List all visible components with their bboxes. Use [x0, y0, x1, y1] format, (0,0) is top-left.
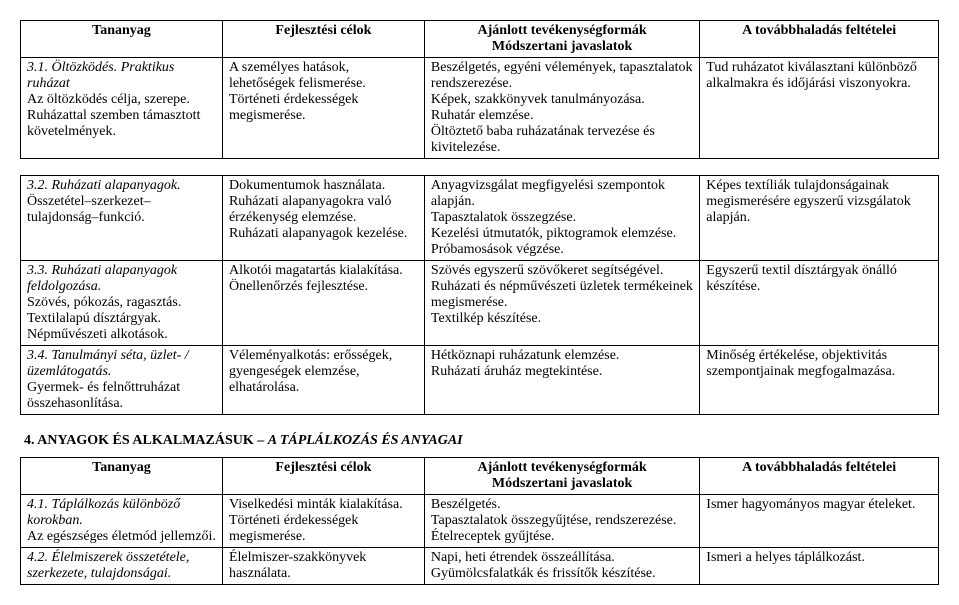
header-line-b: Módszertani javaslatok [492, 39, 632, 54]
cell-celok: Élelmiszer-szakkönyvek használata. [222, 548, 424, 585]
header-tovabbhaladas: A továbbhaladás feltételei [700, 21, 939, 58]
cell-line: Önellenőrzés fejlesztése. [229, 279, 368, 294]
header-tovabbhaladas: A továbbhaladás feltételei [700, 458, 939, 495]
cell-tovabbhaladas: Minőség értékelése, objektivitás szempon… [700, 346, 939, 415]
cell-line: Tud ruházatot kiválasztani különböző alk… [706, 60, 917, 91]
topic-title: 4.2. Élelmiszerek összetétele, szerkezet… [27, 550, 189, 581]
cell-tevekenyseg: Beszélgetés. Tapasztalatok összegyűjtése… [424, 495, 699, 548]
cell-line: Ételreceptek gyűjtése. [431, 529, 555, 544]
section-number: 4. ANYAGOK ÉS ALKALMAZÁSUK – [24, 433, 268, 448]
cell-line: Minőség értékelése, objektivitás szempon… [706, 348, 895, 379]
cell-celok: A személyes hatások, lehetőségek felisme… [222, 58, 424, 159]
topic-line: Az egészséges életmód jellemzői. [27, 529, 216, 544]
header-line-b: Módszertani javaslatok [492, 476, 632, 491]
header-tevekenysegformak: Ajánlott tevékenységformák Módszertani j… [424, 21, 699, 58]
cell-line: Ruházati alapanyagokra való érzékenység … [229, 194, 391, 225]
cell-line: Tapasztalatok összegzése. [431, 210, 576, 225]
topic-line: Összetétel–szerkezet–tulajdonság–funkció… [27, 194, 151, 225]
header-line-a: Ajánlott tevékenységformák [478, 460, 647, 475]
curriculum-table-2: 3.2. Ruházati alapanyagok. Összetétel–sz… [20, 175, 939, 415]
table-row: 3.1. Öltözködés. Praktikus ruházat Az öl… [21, 58, 939, 159]
topic-line: Az öltözködés célja, szerepe. [27, 92, 190, 107]
cell-line: Képek, szakkönyvek tanulmányozása. [431, 92, 645, 107]
cell-line: Ruházati alapanyagok kezelése. [229, 226, 407, 241]
cell-tevekenyseg: Hétköznapi ruházatunk elemzése. Ruházati… [424, 346, 699, 415]
cell-tovabbhaladas: Ismer hagyományos magyar ételeket. [700, 495, 939, 548]
cell-tevekenyseg: Beszélgetés, egyéni vélemények, tapaszta… [424, 58, 699, 159]
cell-tovabbhaladas: Képes textíliák tulajdonságainak megisme… [700, 176, 939, 261]
topic-title: 3.3. Ruházati alapanyagok feldolgozása. [27, 263, 177, 294]
table-row: 3.4. Tanulmányi séta, üzlet- /üzemlátoga… [21, 346, 939, 415]
cell-tevekenyseg: Napi, heti étrendek összeállítása. Gyümö… [424, 548, 699, 585]
header-line-a: Ajánlott tevékenységformák [478, 23, 647, 38]
table-row: 3.2. Ruházati alapanyagok. Összetétel–sz… [21, 176, 939, 261]
cell-tananyag: 3.1. Öltözködés. Praktikus ruházat Az öl… [21, 58, 223, 159]
cell-celok: Alkotói magatartás kialakítása. Önellenő… [222, 261, 424, 346]
cell-line: Textilkép készítése. [431, 311, 541, 326]
cell-line: Ismer hagyományos magyar ételeket. [706, 497, 915, 512]
cell-line: Beszélgetés, egyéni vélemények, tapaszta… [431, 60, 693, 91]
cell-line: Szövés egyszerű szövőkeret segítségével. [431, 263, 663, 278]
cell-line: Élelmiszer-szakkönyvek használata. [229, 550, 366, 581]
header-tananyag: Tananyag [21, 21, 223, 58]
cell-line: Próbamosások végzése. [431, 242, 564, 257]
cell-line: Öltöztető baba ruházatának tervezése és … [431, 124, 655, 155]
table-header-row: Tananyag Fejlesztési célok Ajánlott tevé… [21, 458, 939, 495]
topic-line: Gyermek- és felnőttruházat összehasonlít… [27, 380, 180, 411]
curriculum-table-3: Tananyag Fejlesztési célok Ajánlott tevé… [20, 457, 939, 585]
section-heading: 4. ANYAGOK ÉS ALKALMAZÁSUK – A TÁPLÁLKOZ… [24, 433, 939, 449]
topic-title: 4.1. Táplálkozás különböző korokban. [27, 497, 180, 528]
cell-tananyag: 3.2. Ruházati alapanyagok. Összetétel–sz… [21, 176, 223, 261]
cell-tovabbhaladas: Tud ruházatot kiválasztani különböző alk… [700, 58, 939, 159]
cell-line: Hétköznapi ruházatunk elemzése. [431, 348, 620, 363]
table-row: 3.3. Ruházati alapanyagok feldolgozása. … [21, 261, 939, 346]
cell-line: Történeti érdekességek megismerése. [229, 513, 358, 544]
cell-tevekenyseg: Szövés egyszerű szövőkeret segítségével.… [424, 261, 699, 346]
topic-line: Textilalapú dísztárgyak. [27, 311, 161, 326]
header-tananyag: Tananyag [21, 458, 223, 495]
header-fejlesztesi-celok: Fejlesztési célok [222, 458, 424, 495]
cell-line: Ruhatár elemzése. [431, 108, 534, 123]
table-row: 4.2. Élelmiszerek összetétele, szerkezet… [21, 548, 939, 585]
cell-tananyag: 4.2. Élelmiszerek összetétele, szerkezet… [21, 548, 223, 585]
cell-line: Egyszerű textil dísztárgyak önálló készí… [706, 263, 897, 294]
cell-line: Viselkedési minták kialakítása. [229, 497, 403, 512]
cell-line: Beszélgetés. [431, 497, 501, 512]
cell-line: Anyagvizsgálat megfigyelési szempontok a… [431, 178, 665, 209]
cell-line: Ruházati és népművészeti üzletek terméke… [431, 279, 693, 310]
cell-line: Történeti érdekességek megismerése. [229, 92, 358, 123]
table-header-row: Tananyag Fejlesztési célok Ajánlott tevé… [21, 21, 939, 58]
cell-tovabbhaladas: Ismeri a helyes táplálkozást. [700, 548, 939, 585]
cell-line: Kezelési útmutatók, piktogramok elemzése… [431, 226, 676, 241]
cell-line: Napi, heti étrendek összeállítása. [431, 550, 615, 565]
cell-tananyag: 3.3. Ruházati alapanyagok feldolgozása. … [21, 261, 223, 346]
topic-title: 3.4. Tanulmányi séta, üzlet- /üzemlátoga… [27, 348, 189, 379]
cell-line: Gyümölcsfalatkák és frissítők készítése. [431, 566, 656, 581]
cell-line: Alkotói magatartás kialakítása. [229, 263, 403, 278]
topic-line: Szövés, pókozás, ragasztás. [27, 295, 181, 310]
cell-celok: Viselkedési minták kialakítása. Történet… [222, 495, 424, 548]
cell-line: Ismeri a helyes táplálkozást. [706, 550, 865, 565]
topic-line: Népművészeti alkotások. [27, 327, 168, 342]
curriculum-table-1: Tananyag Fejlesztési célok Ajánlott tevé… [20, 20, 939, 159]
cell-line: Tapasztalatok összegyűjtése, rendszerezé… [431, 513, 676, 528]
header-tevekenysegformak: Ajánlott tevékenységformák Módszertani j… [424, 458, 699, 495]
cell-line: Dokumentumok használata. [229, 178, 385, 193]
cell-line: A személyes hatások, lehetőségek felisme… [229, 60, 366, 91]
cell-tananyag: 4.1. Táplálkozás különböző korokban. Az … [21, 495, 223, 548]
cell-tananyag: 3.4. Tanulmányi séta, üzlet- /üzemlátoga… [21, 346, 223, 415]
cell-tovabbhaladas: Egyszerű textil dísztárgyak önálló készí… [700, 261, 939, 346]
section-subtitle: A TÁPLÁLKOZÁS ÉS ANYAGAI [268, 433, 463, 448]
cell-tevekenyseg: Anyagvizsgálat megfigyelési szempontok a… [424, 176, 699, 261]
cell-line: Képes textíliák tulajdonságainak megisme… [706, 178, 910, 225]
cell-line: Ruházati áruház megtekintése. [431, 364, 602, 379]
cell-celok: Véleményalkotás: erősségek, gyengeségek … [222, 346, 424, 415]
topic-title: 3.2. Ruházati alapanyagok. [27, 178, 181, 193]
header-fejlesztesi-celok: Fejlesztési célok [222, 21, 424, 58]
table-row: 4.1. Táplálkozás különböző korokban. Az … [21, 495, 939, 548]
cell-line: Véleményalkotás: erősségek, gyengeségek … [229, 348, 392, 395]
topic-line: Ruházattal szemben támasztott követelmén… [27, 108, 200, 139]
cell-celok: Dokumentumok használata. Ruházati alapan… [222, 176, 424, 261]
topic-title: 3.1. Öltözködés. Praktikus ruházat [27, 60, 174, 91]
